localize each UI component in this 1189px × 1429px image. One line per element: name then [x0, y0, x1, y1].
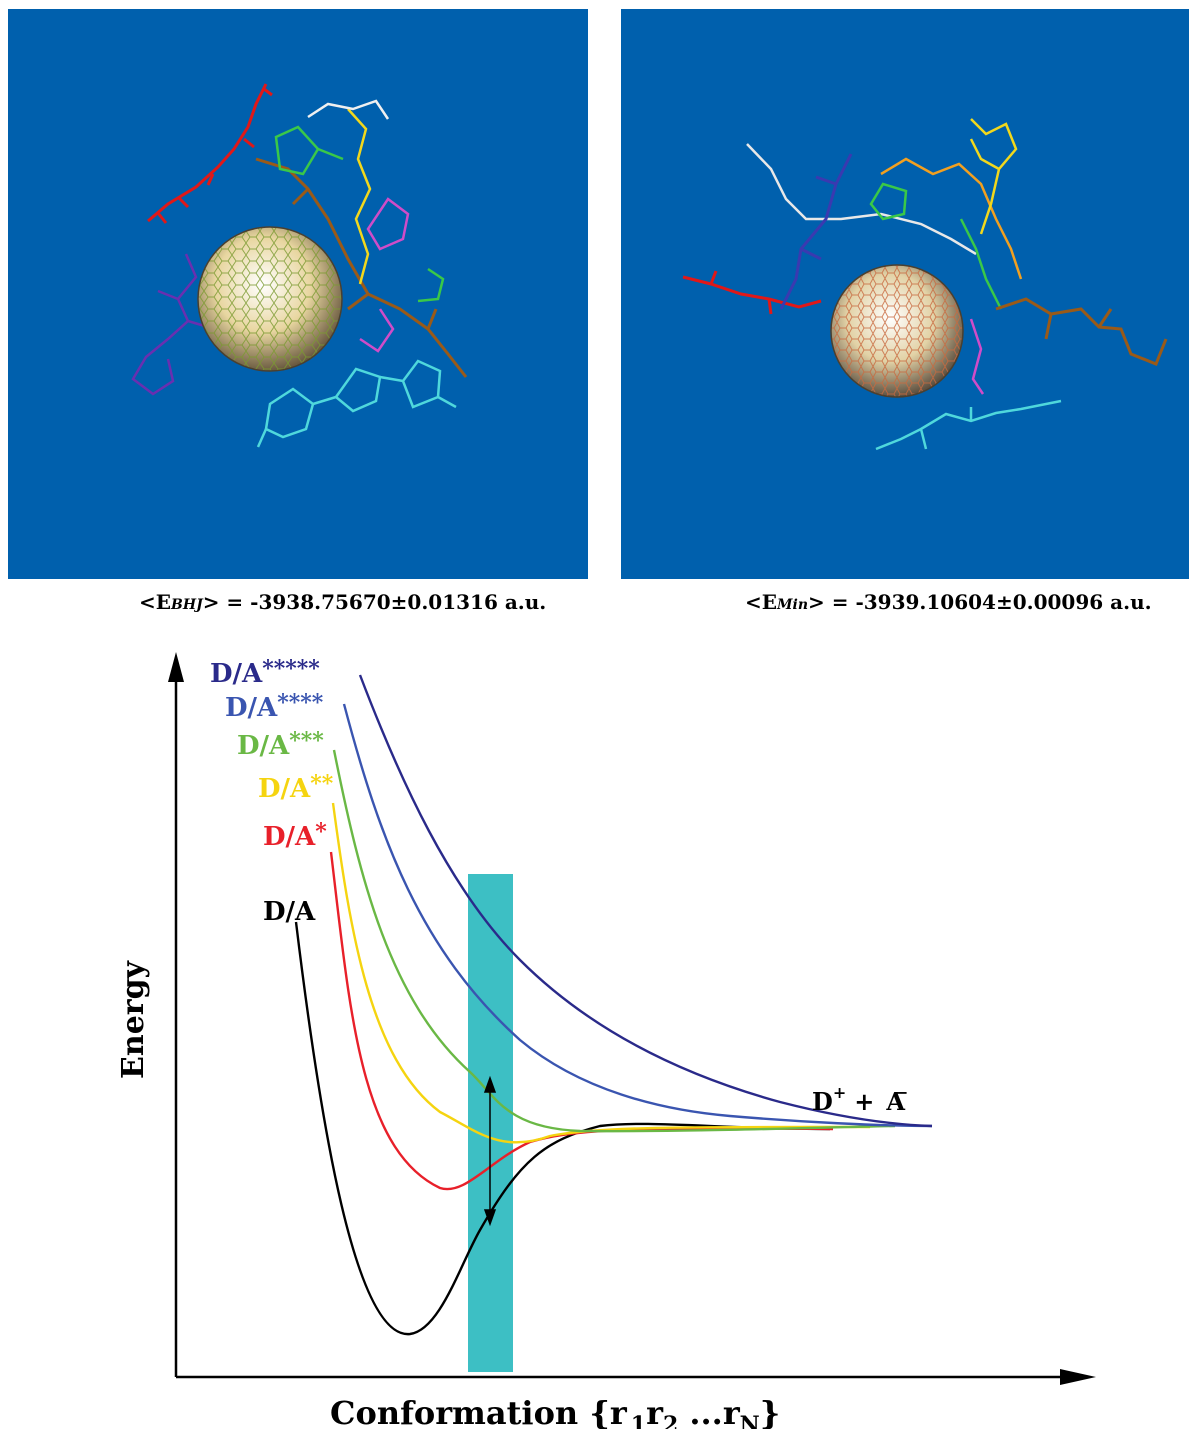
- min-molecule-render: [682, 118, 1168, 451]
- label-d-a-star3: D/A***: [237, 728, 324, 761]
- curve-d-a: [294, 921, 831, 1336]
- cyan-molecule: [256, 359, 457, 448]
- magenta-molecule: [969, 318, 985, 395]
- label-d-a-star5: D/A*****: [210, 656, 320, 689]
- label-d-a-star4: D/A****: [225, 690, 324, 723]
- magenta-molecule: [359, 197, 410, 353]
- x-axis-label: Conformation {r 1r2 ...rN}: [330, 1394, 780, 1429]
- energy-gap-arrow: [483, 1075, 497, 1227]
- label-d-a: D/A: [263, 897, 316, 927]
- label-d-a-star2: D/A**: [258, 771, 334, 804]
- red-molecule: [147, 83, 273, 224]
- white-molecule: [746, 143, 977, 256]
- curve-d-a-star1: [329, 851, 834, 1191]
- purple-molecule: [131, 253, 209, 396]
- product-label: D+ + A−: [812, 1083, 908, 1116]
- brown-molecule: [995, 297, 1168, 366]
- cyan-molecule: [875, 399, 1062, 451]
- x-axis-arrowhead: [1060, 1369, 1096, 1385]
- label-d-a-star1: D/A*: [263, 819, 327, 852]
- min-structure-image: [621, 9, 1189, 579]
- energy-diagram: D/A D/A* D/A** D/A*** D/A**** D/A***** D…: [116, 652, 1096, 1429]
- bhj-molecule-render: [131, 83, 468, 448]
- yellow-molecule: [969, 118, 1018, 235]
- brown-molecule: [255, 157, 468, 378]
- bhj-structure-image: [8, 9, 588, 579]
- curve-d-a-star3: [332, 749, 896, 1133]
- red-molecule: [682, 270, 822, 315]
- svg-text:D++A−: D+ + A−: [812, 1083, 908, 1116]
- bhj-energy-caption: <EBHJ> = -3938.75670±0.01316 a.u.: [139, 590, 547, 614]
- min-energy-caption: <EMin> = -3939.10604±0.00096 a.u.: [745, 590, 1152, 614]
- yellow-molecule: [347, 108, 372, 285]
- curve-d-a-star5: [358, 674, 933, 1128]
- curve-d-a-star2: [331, 802, 871, 1144]
- y-axis-label: Energy: [116, 959, 151, 1079]
- green-molecule: [274, 125, 445, 303]
- green-molecule: [869, 182, 1003, 310]
- blue-molecule: [779, 153, 853, 310]
- orange-molecule: [880, 157, 1023, 280]
- white-molecule: [307, 99, 390, 120]
- curve-d-a-star4: [342, 703, 933, 1128]
- y-axis-arrowhead: [168, 652, 184, 682]
